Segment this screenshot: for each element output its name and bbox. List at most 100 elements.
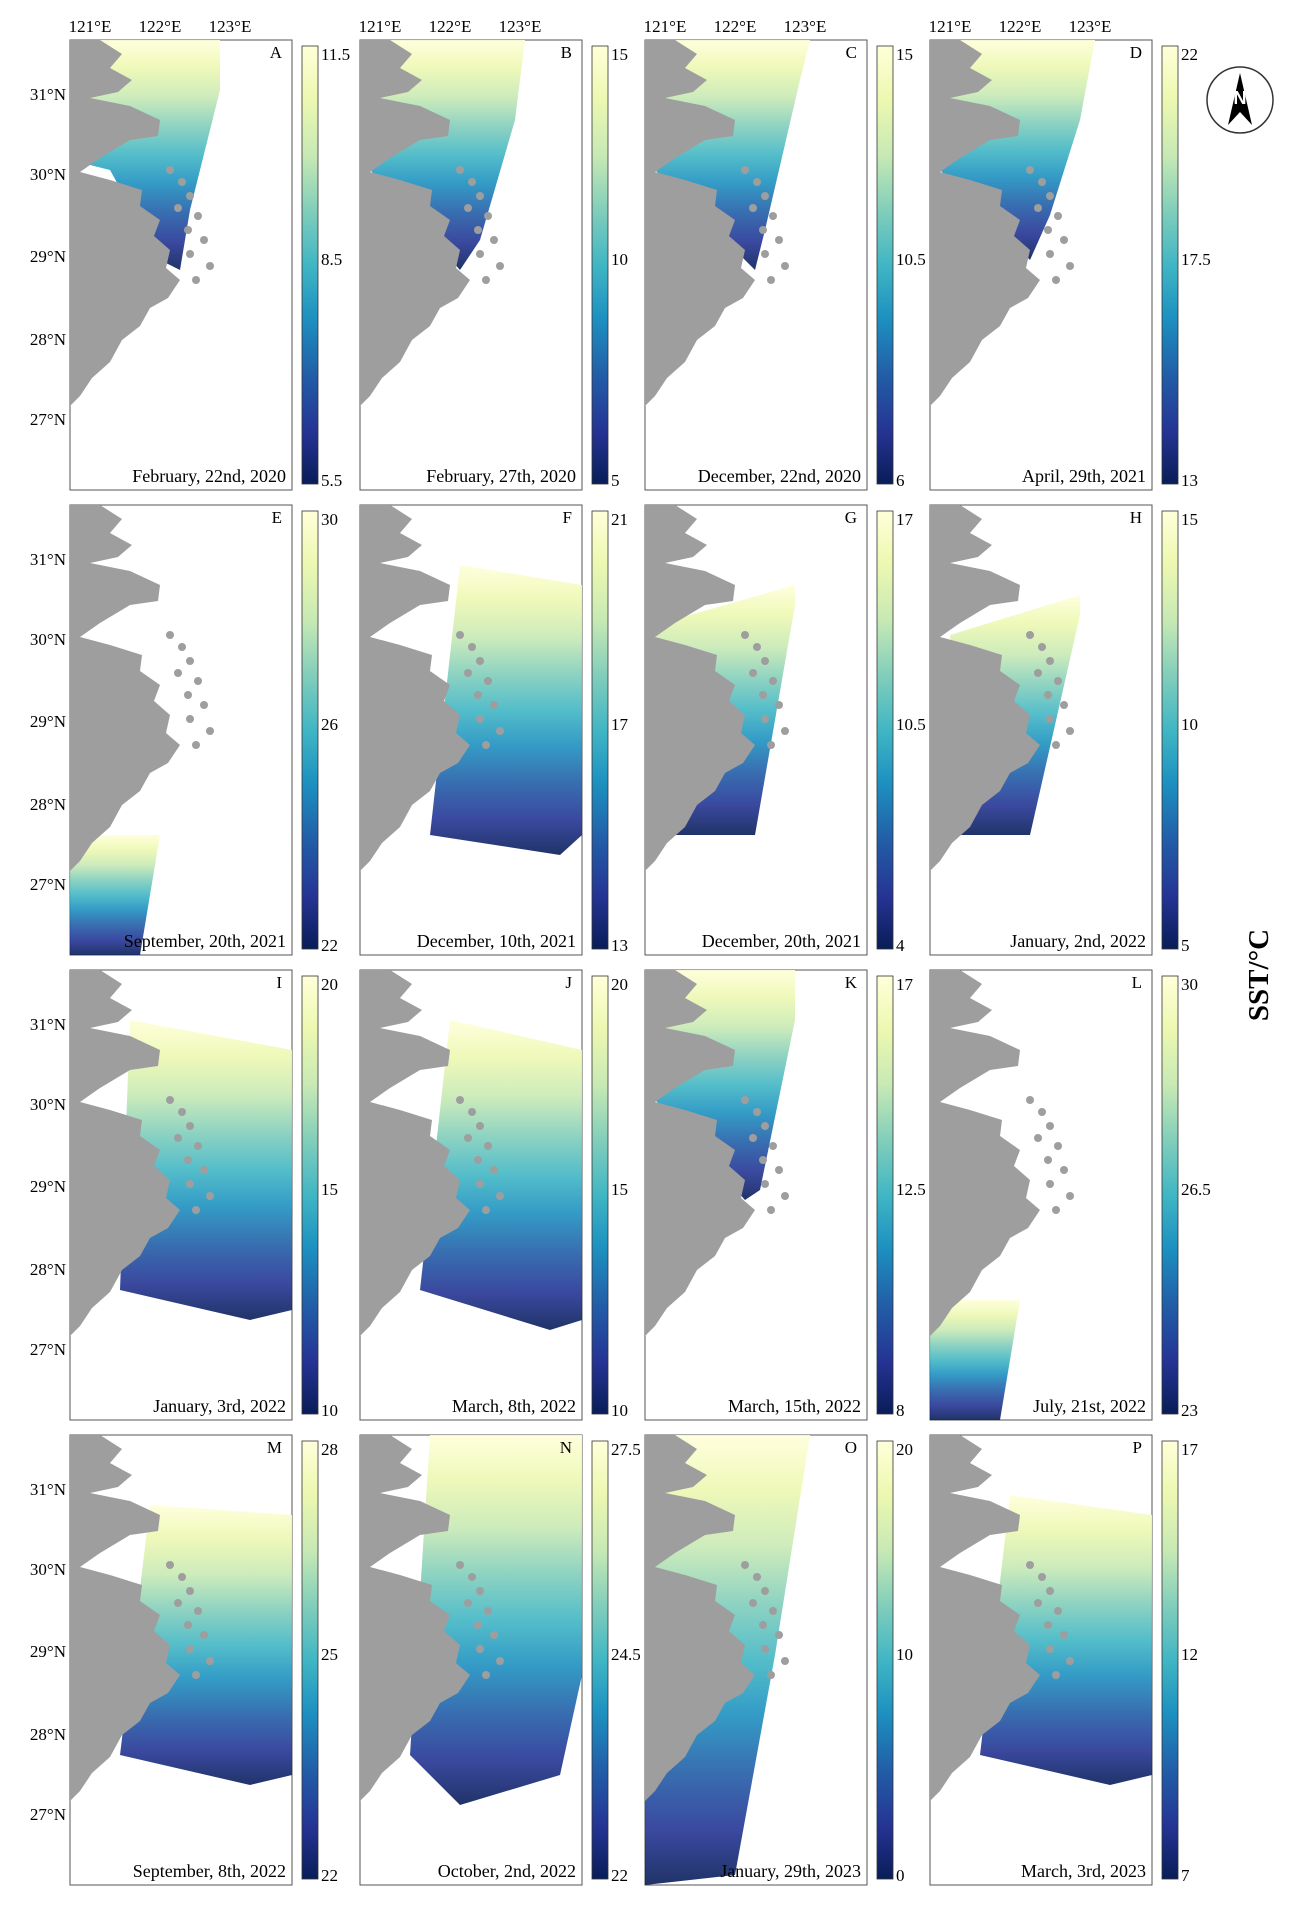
island — [1026, 1561, 1034, 1569]
island — [1060, 701, 1068, 709]
island — [1038, 1108, 1046, 1116]
island — [1038, 178, 1046, 186]
map-panel-i: I January, 3rd, 2022 31°N 30°N 29°N 28°N 27°N 2… — [30, 969, 338, 1421]
land-mass — [70, 970, 180, 1336]
island — [749, 1599, 757, 1607]
island — [781, 1657, 789, 1665]
island — [753, 643, 761, 651]
island — [1034, 669, 1042, 677]
island — [741, 166, 749, 174]
panel-date: April, 29th, 2021 — [1022, 466, 1146, 486]
colorbar — [591, 1440, 609, 1880]
island — [200, 1631, 208, 1639]
panel-date: December, 10th, 2021 — [417, 931, 576, 951]
island — [474, 1621, 482, 1629]
island — [194, 1607, 202, 1615]
map-panel-h: H January, 2nd, 2022 15 10 5 — [929, 504, 1198, 956]
island — [184, 1156, 192, 1164]
lon-tick-label: 121°E — [359, 17, 402, 36]
island — [769, 1607, 777, 1615]
land-mass — [645, 1435, 755, 1801]
lon-tick-label: 123°E — [1069, 17, 1112, 36]
colorbar — [876, 45, 894, 485]
island — [476, 1180, 484, 1188]
island — [178, 643, 186, 651]
island — [759, 226, 767, 234]
island — [186, 192, 194, 200]
panel-letter: L — [1132, 973, 1142, 992]
island — [484, 1607, 492, 1615]
panel-letter: A — [270, 43, 283, 62]
island — [186, 1587, 194, 1595]
colorbar-tick-label: 26 — [321, 715, 338, 734]
island — [174, 669, 182, 677]
island — [200, 701, 208, 709]
lon-tick-label: 122°E — [429, 17, 472, 36]
lon-tick-label: 122°E — [714, 17, 757, 36]
sst-swath — [70, 835, 160, 955]
island — [1046, 1645, 1054, 1653]
sst-swath — [930, 40, 1095, 260]
colorbar — [1161, 510, 1179, 950]
island — [490, 1166, 498, 1174]
map-panel-a: A February, 22nd, 2020 121°E 122°E 123°E 31°N… — [30, 17, 350, 491]
lat-tick-label: 28°N — [30, 795, 66, 814]
lon-tick-label: 123°E — [499, 17, 542, 36]
island — [749, 1134, 757, 1142]
island — [775, 701, 783, 709]
colorbar-tick-label: 8 — [896, 1401, 905, 1420]
land-mass — [70, 1435, 180, 1801]
colorbar-tick-label: 10 — [896, 1645, 913, 1664]
lon-tick-label: 122°E — [139, 17, 182, 36]
panel-date: March, 3rd, 2023 — [1021, 1861, 1146, 1881]
island — [1046, 715, 1054, 723]
colorbar-tick-label: 21 — [611, 510, 628, 529]
colorbar — [1161, 45, 1179, 485]
island — [749, 669, 757, 677]
colorbar — [1161, 975, 1179, 1415]
land-mass — [645, 40, 755, 406]
lon-tick-label: 121°E — [69, 17, 112, 36]
panel-letter: B — [561, 43, 572, 62]
lat-tick-label: 31°N — [30, 1480, 66, 1499]
panel-date: January, 3rd, 2022 — [153, 1396, 286, 1416]
colorbar-tick-label: 28 — [321, 1440, 338, 1459]
panel-date: September, 8th, 2022 — [133, 1861, 286, 1881]
colorbar-tick-label: 15 — [611, 1180, 628, 1199]
colorbar-tick-label: 20 — [321, 975, 338, 994]
island — [206, 1192, 214, 1200]
sst-swath — [645, 970, 795, 1200]
panel-letter: P — [1133, 1438, 1142, 1457]
panel-date: December, 20th, 2021 — [702, 931, 861, 951]
island — [1038, 1573, 1046, 1581]
colorbar-tick-label: 6 — [896, 471, 905, 490]
colorbar — [591, 975, 609, 1415]
island — [174, 1134, 182, 1142]
island — [186, 250, 194, 258]
sst-swath — [930, 1300, 1020, 1420]
island — [468, 1108, 476, 1116]
panel-date: February, 27th, 2020 — [426, 466, 576, 486]
island — [186, 1180, 194, 1188]
island — [484, 212, 492, 220]
lat-tick-label: 30°N — [30, 630, 66, 649]
panel-date: February, 22nd, 2020 — [132, 466, 286, 486]
island — [490, 701, 498, 709]
island — [468, 178, 476, 186]
land-mass — [645, 970, 755, 1336]
colorbar — [301, 975, 319, 1415]
land-mass — [360, 40, 470, 406]
panel-letter: F — [563, 508, 572, 527]
island — [1060, 1631, 1068, 1639]
island — [192, 1671, 200, 1679]
colorbar-tick-label: 10 — [1181, 715, 1198, 734]
panel-letter: K — [845, 973, 858, 992]
land-mass — [70, 505, 180, 871]
island — [476, 715, 484, 723]
north-arrow: N — [1206, 66, 1274, 134]
panel-letter: I — [276, 973, 282, 992]
colorbar-tick-label: 17 — [896, 510, 914, 529]
island — [1054, 212, 1062, 220]
colorbar-tick-label: 26.5 — [1181, 1180, 1211, 1199]
island — [1034, 1134, 1042, 1142]
